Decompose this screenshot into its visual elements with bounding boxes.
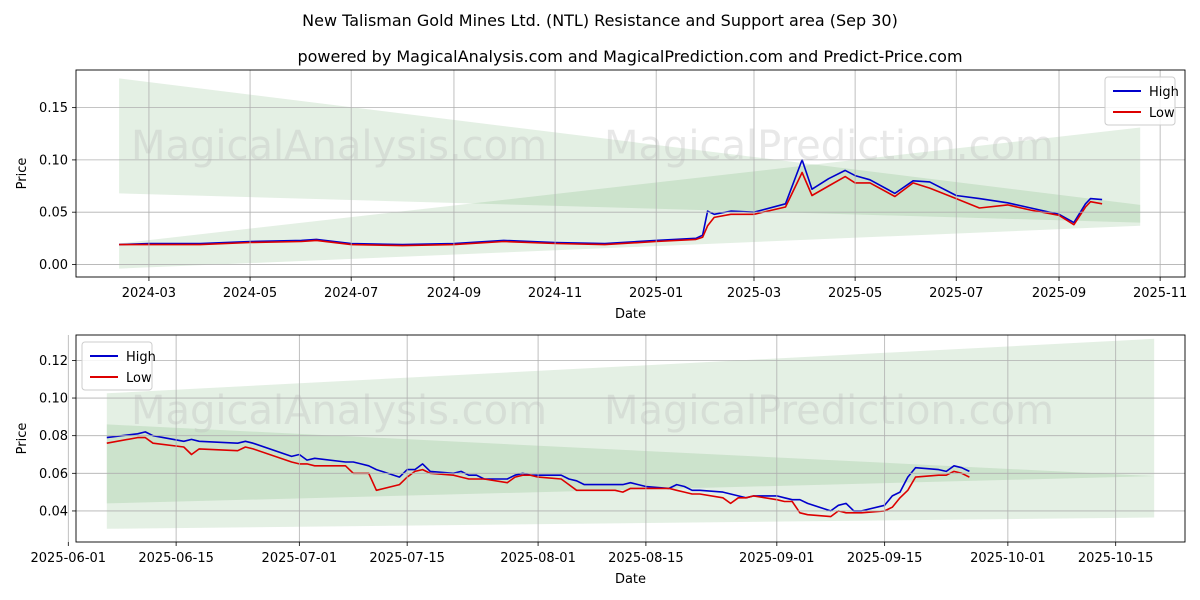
y-axis-label: Price bbox=[15, 423, 30, 455]
chart-title: New Talisman Gold Mines Ltd. (NTL) Resis… bbox=[302, 11, 898, 30]
x-tick-label: 2025-06-01 bbox=[31, 551, 107, 566]
x-tick-label: 2025-07-01 bbox=[262, 551, 338, 566]
legend-label-high: High bbox=[126, 350, 156, 365]
y-tick-label: 0.08 bbox=[39, 429, 68, 444]
plot-frame bbox=[75, 334, 1186, 543]
bottom-panel: MagicalAnalysis.com MagicalPrediction.com… bbox=[15, 334, 1186, 587]
x-axis-label: Date bbox=[615, 572, 646, 587]
legend-label-low: Low bbox=[1149, 106, 1175, 121]
y-tick-label: 0.10 bbox=[39, 392, 68, 407]
x-tick-label: 2025-09 bbox=[1032, 286, 1086, 301]
y-tick-label: 0.05 bbox=[39, 206, 68, 221]
top-panel: MagicalAnalysis.com MagicalPrediction.com… bbox=[15, 69, 1187, 322]
band-support bbox=[119, 127, 1141, 269]
band-resistance bbox=[106, 338, 1155, 504]
y-tick-label: 0.12 bbox=[39, 354, 68, 369]
x-tick-label: 2025-10-01 bbox=[970, 551, 1046, 566]
y-tick-label: 0.10 bbox=[39, 153, 68, 168]
plot-area: MagicalAnalysis.com MagicalPrediction.com bbox=[106, 338, 1155, 529]
x-tick-label: 2025-10-15 bbox=[1078, 551, 1154, 566]
plot-frame bbox=[75, 69, 1186, 278]
series-line-low bbox=[119, 171, 1103, 247]
watermark-text: MagicalPrediction.com bbox=[604, 123, 1054, 169]
x-tick-label: 2024-03 bbox=[122, 286, 176, 301]
watermark-text: MagicalPrediction.com bbox=[604, 388, 1054, 434]
band-support bbox=[106, 424, 1155, 529]
plot-area: MagicalAnalysis.com MagicalPrediction.com bbox=[119, 78, 1141, 269]
y-tick-label: 0.06 bbox=[39, 467, 68, 482]
y-tick-label: 0.15 bbox=[39, 101, 68, 116]
x-tick-label: 2025-01 bbox=[629, 286, 683, 301]
x-tick-label: 2024-07 bbox=[324, 286, 378, 301]
x-tick-label: 2024-09 bbox=[427, 286, 481, 301]
y-axis-label: Price bbox=[15, 158, 30, 190]
watermark-text: MagicalAnalysis.com bbox=[131, 388, 547, 434]
chart-subtitle: powered by MagicalAnalysis.com and Magic… bbox=[297, 47, 962, 66]
series-line-high bbox=[119, 159, 1103, 246]
x-axis-label: Date bbox=[615, 307, 646, 322]
legend-label-low: Low bbox=[126, 371, 152, 386]
x-tick-label: 2025-09-01 bbox=[739, 551, 815, 566]
x-tick-label: 2025-11 bbox=[1133, 286, 1187, 301]
x-tick-label: 2025-07-15 bbox=[369, 551, 445, 566]
chart-legend: High Low bbox=[81, 341, 156, 391]
series-line-low bbox=[106, 436, 970, 518]
x-tick-label: 2025-06-15 bbox=[138, 551, 214, 566]
x-tick-label: 2024-05 bbox=[223, 286, 277, 301]
x-tick-label: 2025-08-15 bbox=[608, 551, 684, 566]
watermark-text: MagicalAnalysis.com bbox=[131, 123, 547, 169]
x-tick-label: 2025-07 bbox=[929, 286, 983, 301]
y-tick-label: 0.04 bbox=[39, 504, 68, 519]
y-tick-label: 0.00 bbox=[39, 258, 68, 273]
x-tick-label: 2025-03 bbox=[727, 286, 781, 301]
band-resistance bbox=[119, 78, 1141, 223]
x-tick-label: 2024-11 bbox=[528, 286, 582, 301]
legend-label-high: High bbox=[1149, 85, 1179, 100]
series-line-high bbox=[106, 431, 970, 512]
x-tick-label: 2025-09-15 bbox=[847, 551, 923, 566]
chart-legend: High Low bbox=[1104, 76, 1179, 126]
x-tick-label: 2025-08-01 bbox=[500, 551, 576, 566]
x-tick-label: 2025-05 bbox=[828, 286, 882, 301]
